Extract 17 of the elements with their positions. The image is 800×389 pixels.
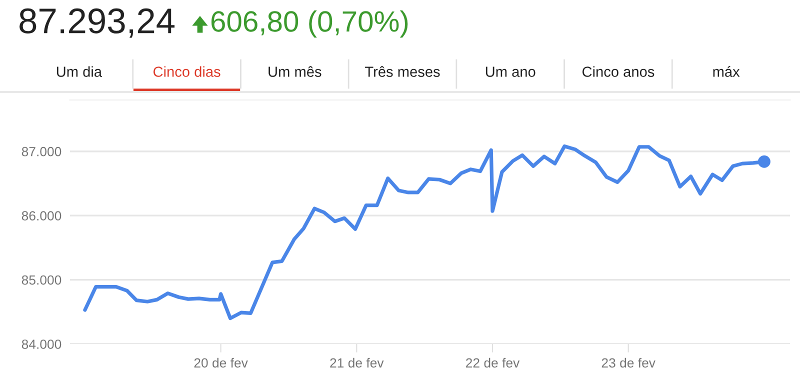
x-tick-label: 20 de fev: [194, 358, 248, 368]
text: Cinco anos: [582, 66, 654, 77]
text: Um dia: [56, 66, 102, 77]
y-tick-label: 86.000: [22, 211, 62, 220]
x-tick-label: 21 de fev: [330, 358, 384, 368]
x-tick-label: 23 de fev: [602, 358, 656, 368]
text: Um mês: [268, 66, 322, 77]
chart-title: 87.293,24: [20, 8, 175, 38]
text: Três meses: [365, 66, 440, 77]
text: Um ano: [486, 66, 536, 77]
chart-subtitle: 606,80 (0,70%): [211, 10, 408, 38]
y-tick-label: 87.000: [22, 146, 62, 156]
x-tick-label: 22 de fev: [466, 358, 520, 368]
y-tick-label: 85.000: [22, 275, 62, 285]
y-tick-label: 84.000: [22, 340, 62, 349]
text: Cinco dias: [153, 66, 220, 77]
text: máx: [713, 66, 740, 77]
